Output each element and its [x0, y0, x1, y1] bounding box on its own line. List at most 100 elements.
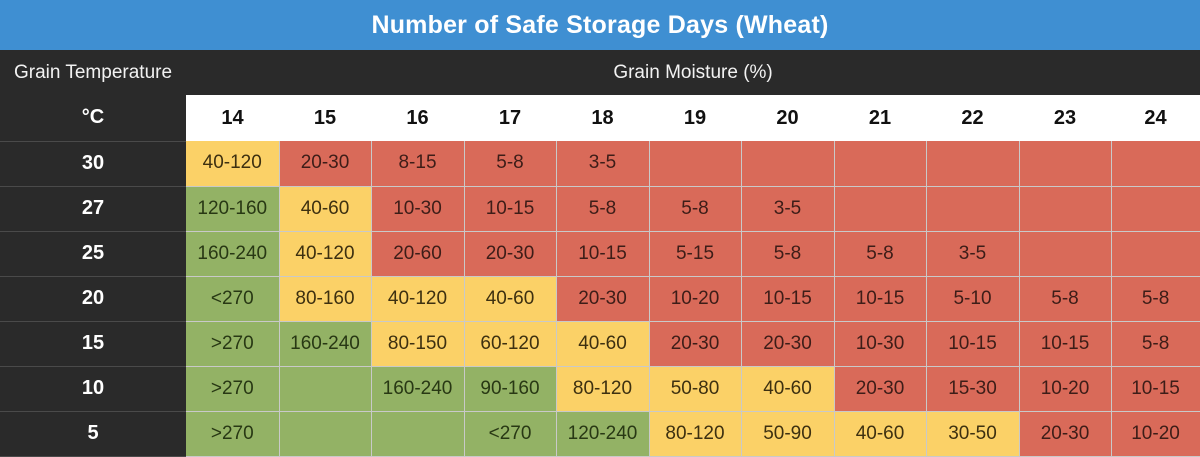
storage-days-cell: 5-15 — [649, 231, 742, 277]
storage-days-cell — [741, 141, 835, 187]
storage-days-cell: 80-160 — [279, 276, 372, 322]
storage-days-cell: 5-8 — [556, 186, 650, 232]
temperature-row-label: 27 — [0, 186, 186, 232]
storage-days-cell: 5-8 — [1111, 276, 1200, 322]
temperature-row-label: 15 — [0, 321, 186, 367]
storage-days-cell: 10-15 — [926, 321, 1020, 367]
storage-days-cell: 20-30 — [834, 366, 927, 412]
storage-days-cell: 5-10 — [926, 276, 1020, 322]
storage-days-cell — [926, 141, 1020, 187]
storage-days-cell: 40-120 — [279, 231, 372, 277]
storage-days-cell: 120-240 — [556, 411, 650, 457]
moisture-column-header: 15 — [279, 95, 371, 141]
storage-days-cell: 3-5 — [556, 141, 650, 187]
storage-days-cell: 10-15 — [1111, 366, 1200, 412]
storage-days-cell: 10-15 — [741, 276, 835, 322]
storage-days-cell: 10-20 — [1111, 411, 1200, 457]
moisture-column-header: 20 — [741, 95, 834, 141]
storage-days-cell: 3-5 — [741, 186, 835, 232]
storage-days-cell: 3-5 — [926, 231, 1020, 277]
storage-days-cell — [649, 141, 742, 187]
storage-days-cell: 50-90 — [741, 411, 835, 457]
storage-days-cell: 10-15 — [556, 231, 650, 277]
temperature-row-label: 10 — [0, 366, 186, 412]
moisture-column-header: 22 — [926, 95, 1019, 141]
table-row: 5 >270 <270 120-240 80-120 50-90 40-60 30-50 20-… — [0, 411, 1200, 457]
storage-days-cell: 160-240 — [279, 321, 372, 367]
temperature-row-label: 30 — [0, 141, 186, 187]
moisture-column-header: 23 — [1019, 95, 1111, 141]
chart-title: Number of Safe Storage Days (Wheat) — [371, 10, 829, 39]
storage-days-cell: 40-60 — [556, 321, 650, 367]
storage-days-cell: 20-30 — [464, 231, 557, 277]
storage-days-cell: 20-60 — [371, 231, 465, 277]
table-row: 25 160-240 40-120 20-60 20-30 10-15 5-15 5-8 5-8… — [0, 231, 1200, 277]
storage-days-cell — [279, 411, 372, 457]
storage-days-cell: 5-8 — [834, 231, 927, 277]
storage-days-cell: 20-30 — [279, 141, 372, 187]
storage-days-cell — [1111, 141, 1200, 187]
storage-days-cell: 160-240 — [371, 366, 465, 412]
storage-days-cell: 5-8 — [1111, 321, 1200, 367]
moisture-column-header: 16 — [371, 95, 464, 141]
storage-days-cell: 5-8 — [464, 141, 557, 187]
storage-days-cell: 10-30 — [834, 321, 927, 367]
storage-days-cell: 10-20 — [1019, 366, 1112, 412]
storage-days-cell — [279, 366, 372, 412]
storage-days-cell — [834, 186, 927, 232]
storage-days-cell: 20-30 — [556, 276, 650, 322]
moisture-column-header: 17 — [464, 95, 556, 141]
storage-days-cell: 40-60 — [464, 276, 557, 322]
storage-days-cell: >270 — [186, 321, 280, 367]
moisture-column-header: 19 — [649, 95, 741, 141]
storage-days-cell — [834, 141, 927, 187]
storage-days-cell: 120-160 — [186, 186, 280, 232]
storage-days-cell: 40-60 — [834, 411, 927, 457]
storage-days-cell: 30-50 — [926, 411, 1020, 457]
storage-days-cell: <270 — [186, 276, 280, 322]
storage-days-cell: 50-80 — [649, 366, 742, 412]
storage-days-cell — [1019, 231, 1112, 277]
temperature-row-label: 5 — [0, 411, 186, 457]
row-axis-label: Grain Temperature — [0, 50, 186, 95]
storage-days-cell: 10-15 — [1019, 321, 1112, 367]
storage-days-cell — [1019, 186, 1112, 232]
unit-label: °C — [0, 95, 186, 142]
storage-days-cell: 90-160 — [464, 366, 557, 412]
storage-days-cell: 10-15 — [464, 186, 557, 232]
storage-days-cell: 160-240 — [186, 231, 280, 277]
table-row: 20 <270 80-160 40-120 40-60 20-30 10-20 10-15 10… — [0, 276, 1200, 322]
storage-days-cell: >270 — [186, 411, 280, 457]
storage-days-cell: 5-8 — [649, 186, 742, 232]
chart-title-bar: Number of Safe Storage Days (Wheat) — [0, 0, 1200, 50]
table-row: 15 >270 160-240 80-150 60-120 40-60 20-30 20-30… — [0, 321, 1200, 367]
storage-days-cell: 40-60 — [741, 366, 835, 412]
storage-days-cell: 40-120 — [371, 276, 465, 322]
table-row: 30 40-120 20-30 8-15 5-8 3-5 — [0, 141, 1200, 187]
storage-days-cell: 15-30 — [926, 366, 1020, 412]
storage-days-cell: 40-60 — [279, 186, 372, 232]
storage-days-cell — [926, 186, 1020, 232]
storage-days-table: Grain Temperature Grain Moisture (%) °C … — [0, 50, 1200, 457]
storage-days-cell: >270 — [186, 366, 280, 412]
column-axis-label: Grain Moisture (%) — [186, 50, 1200, 95]
storage-days-cell: 5-8 — [741, 231, 835, 277]
temperature-row-label: 20 — [0, 276, 186, 322]
temperature-row-label: 25 — [0, 231, 186, 277]
table-row: 10 >270 160-240 90-160 80-120 50-80 40-60 20-30… — [0, 366, 1200, 412]
storage-days-cell: 20-30 — [1019, 411, 1112, 457]
storage-days-cell: 5-8 — [1019, 276, 1112, 322]
storage-days-cell: 80-120 — [649, 411, 742, 457]
storage-days-cell — [1111, 231, 1200, 277]
storage-days-cell — [1111, 186, 1200, 232]
storage-days-cell: 8-15 — [371, 141, 465, 187]
moisture-column-header: 14 — [186, 95, 279, 141]
storage-days-cell: 40-120 — [186, 141, 280, 187]
storage-days-cell: 20-30 — [741, 321, 835, 367]
column-header-row: °C 14 15 16 17 18 19 20 21 22 23 24 — [0, 95, 1200, 142]
storage-days-cell: 10-30 — [371, 186, 465, 232]
storage-days-cell: 20-30 — [649, 321, 742, 367]
table-row: 27 120-160 40-60 10-30 10-15 5-8 5-8 3-5 — [0, 186, 1200, 232]
moisture-column-header: 24 — [1111, 95, 1200, 141]
storage-days-cell: 10-15 — [834, 276, 927, 322]
